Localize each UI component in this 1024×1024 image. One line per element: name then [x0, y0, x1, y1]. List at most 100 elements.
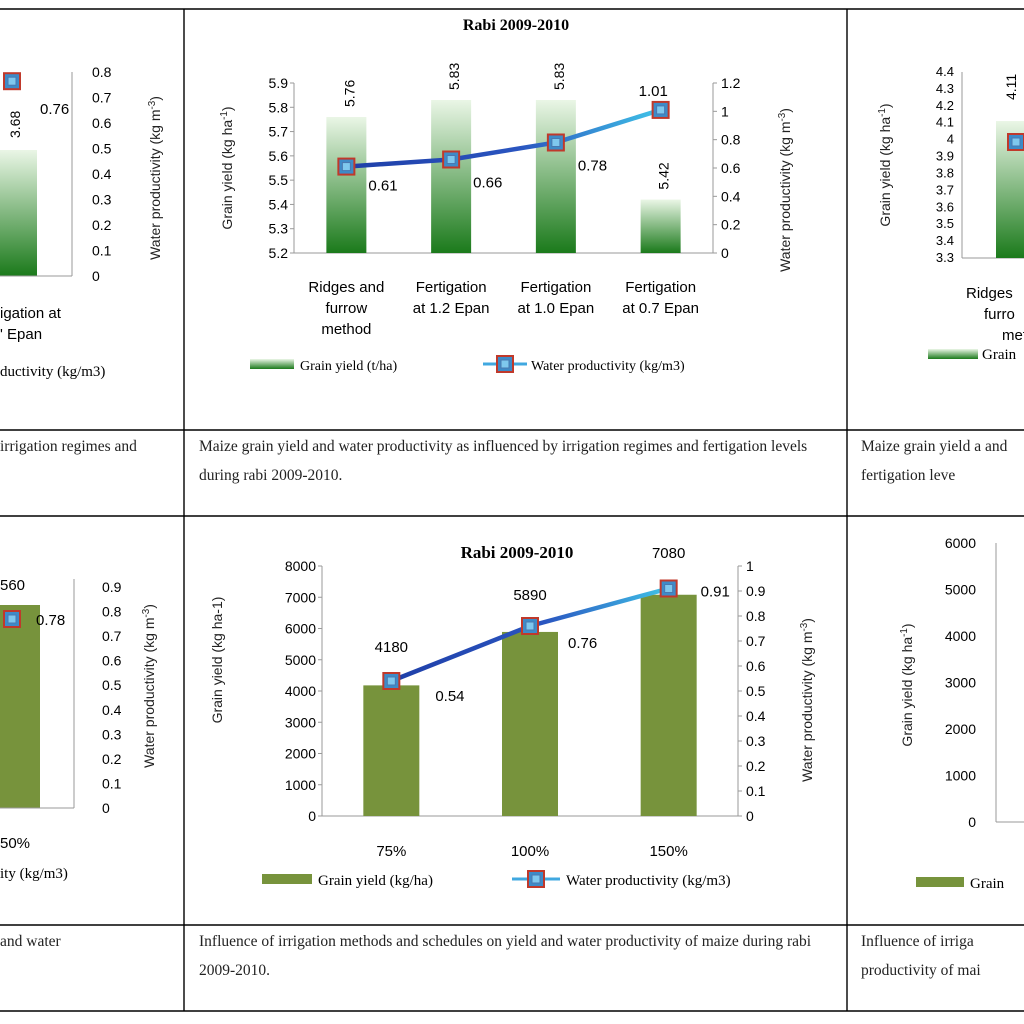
y-right-tick-label: 0.4: [721, 188, 741, 204]
bar: [431, 100, 472, 253]
caption-bottom-center: Influence of irrigation methods and sche…: [199, 933, 812, 979]
y-right-tick-label: 0.5: [746, 683, 766, 699]
y-right-tick-label: 0.3: [746, 733, 766, 749]
y-right-tick-label: 0.3: [92, 192, 112, 208]
y-right-tick-label: 0: [102, 800, 110, 816]
bar: [0, 605, 40, 808]
legend-label-bar: Grain: [970, 876, 1005, 892]
bar-value-label: 4180: [375, 639, 408, 656]
y-left-tick-label: 2000: [285, 746, 316, 762]
bar-value-label: 4.11: [1003, 74, 1019, 100]
legend-label-line: ductivity (kg/m3): [0, 364, 105, 380]
y-right-tick-label: 0.8: [721, 132, 741, 148]
y-right-tick-label: 0.5: [92, 141, 112, 157]
legend-label-line: Water productivity (kg/m3): [566, 873, 731, 889]
axis-title: Water productivity (kg m-3): [141, 604, 157, 768]
y-left-tick-label: 3000: [945, 675, 976, 691]
line-value-label: 0.76: [40, 101, 69, 118]
chart-bottom-left-partial: 0 0.1 0.2 0.3 0.4 0.5 0.6 0.7 0.8 0.9 Water produc…: [0, 577, 157, 882]
chart-top-center: Rabi 2009-2010 5.2 5.3 5.4 5.5 5.6 5.7 5.8 5.9 0 0…: [219, 17, 793, 374]
x-category-label: meth: [1002, 327, 1024, 344]
bar: [535, 100, 576, 253]
y-right-tick-label: 0.7: [92, 90, 112, 106]
marker-inner: [525, 621, 535, 631]
x-category-label: Ridges and: [308, 279, 384, 296]
y-right-tick-label: 0.4: [102, 702, 122, 718]
legend-label-bar: Grain: [982, 347, 1017, 363]
bar-value-label: 5.42: [656, 162, 672, 189]
marker-inner: [446, 155, 456, 164]
line-value-label: 0.78: [578, 158, 607, 175]
chart-bottom-center: Rabi 2009-2010 0 1000 2000 3000 4000 5000 6000 7…: [209, 543, 815, 889]
x-category-label: 100%: [511, 843, 549, 860]
bar-value-label: 5.83: [551, 63, 567, 90]
y-left-tick-label: 5.3: [269, 221, 289, 237]
marker-inner: [7, 614, 17, 624]
y-right-tick-label: 0.6: [746, 658, 766, 674]
line-value-label: 0.76: [568, 635, 597, 652]
bar: [640, 594, 697, 816]
y-right-tick-label: 0.5: [102, 677, 122, 693]
y-right-tick-label: 0: [92, 268, 100, 284]
y-right-tick-label: 0.7: [746, 633, 766, 649]
legend-swatch-bar: [262, 874, 312, 884]
bar: [326, 117, 367, 253]
y-left-tick-label: 3.8: [936, 165, 954, 180]
x-category-label: 150%: [649, 843, 687, 860]
y-right-tick-label: 0.4: [92, 166, 112, 182]
y-right-tick-label: 0.8: [102, 604, 122, 620]
y-left-tick-label: 4000: [945, 628, 976, 644]
y-left-tick-label: 3.3: [936, 250, 954, 265]
bar-value-label: 7080: [652, 545, 685, 562]
bar-value-label: 5.76: [341, 80, 357, 107]
y-left-tick-label: 3.6: [936, 199, 954, 214]
x-category-label: igation at: [0, 305, 62, 322]
y-right-tick-label: 0.1: [102, 775, 122, 791]
x-category-label: Fertigation: [625, 279, 696, 296]
y-left-tick-label: 5.2: [269, 245, 289, 261]
y-right-tick-label: 1.2: [721, 75, 741, 91]
y-left-tick-label: 5.7: [269, 124, 289, 140]
y-right-tick-label: 0.7: [102, 628, 122, 644]
water-productivity-line: [346, 107, 662, 169]
charts-layer: Rabi 2009-20105.25.35.45.55.65.75.85.900…: [0, 17, 1024, 892]
y-right-tick-label: 0.4: [746, 708, 766, 724]
y-left-tick-label: 5.5: [269, 172, 289, 188]
legend-label-bar: Grain yield (t/ha): [300, 359, 398, 374]
y-left-tick-label: 2000: [945, 721, 976, 737]
x-category-label: 50%: [0, 835, 30, 852]
table-grid: [0, 8, 1024, 1012]
y-left-tick-label: 4: [947, 132, 954, 147]
axis-title: Grain yield (kg ha-1): [219, 106, 235, 229]
x-category-label: method: [321, 321, 371, 338]
marker-inner: [341, 162, 351, 172]
line-value-label: 0.61: [368, 178, 397, 195]
legend-label-bar: Grain yield (kg/ha): [318, 873, 433, 889]
legend-swatch-bar: [916, 877, 964, 887]
y-right-tick-label: 0.6: [92, 115, 112, 131]
marker-inner: [7, 76, 17, 86]
bar: [0, 150, 37, 276]
x-category-label: furrow: [326, 300, 368, 317]
bar: [640, 199, 681, 253]
legend-swatch-bar: [250, 359, 294, 369]
bar-value-label: 5890: [513, 587, 546, 604]
y-right-tick-label: 0.1: [746, 783, 766, 799]
y-right-tick-label: 0.6: [102, 653, 122, 669]
x-category-label: at 1.0 Epan: [518, 300, 595, 317]
y-left-tick-label: 0: [968, 814, 976, 830]
y-left-tick-label: 5000: [945, 582, 976, 598]
caption-top-center: Maize grain yield and water productivity…: [199, 438, 808, 484]
y-right-tick-label: 0.2: [102, 751, 122, 767]
line-value-label: 1.01: [639, 83, 668, 100]
x-category-label: furro: [984, 306, 1015, 323]
marker-inner: [664, 584, 674, 593]
y-left-tick-label: 3.4: [936, 233, 954, 248]
y-right-tick-label: 0: [721, 245, 729, 261]
y-right-tick-label: 0.8: [746, 608, 766, 624]
y-left-tick-label: 4.1: [936, 115, 954, 130]
x-category-label: Fertigation: [416, 279, 487, 296]
y-left-tick-label: 5.9: [269, 75, 289, 91]
caption-bottom-right: Influence of irriga productivity of mai: [861, 933, 981, 979]
